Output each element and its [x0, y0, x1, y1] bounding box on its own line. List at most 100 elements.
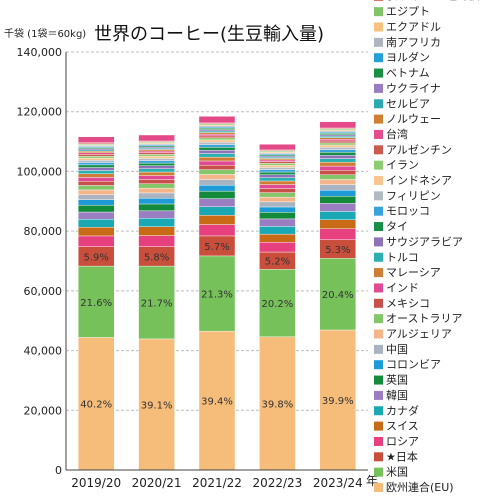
legend-swatch [374, 7, 383, 17]
legend-label: 中国 [386, 343, 408, 356]
bar-segment [198, 135, 236, 139]
legend-swatch [374, 237, 383, 247]
bar-segment [259, 192, 296, 198]
bar-segment [138, 179, 175, 184]
bar-segment [138, 165, 175, 169]
bar-segment [319, 144, 356, 148]
bar-segment [77, 227, 115, 237]
legend-swatch [374, 191, 383, 201]
y-tick-label: 80,000 [24, 225, 63, 238]
bar-segment [198, 116, 236, 124]
bar-segment [138, 168, 175, 173]
bar-segment [138, 226, 175, 236]
bar-segment [77, 136, 115, 143]
bar-segment [319, 137, 356, 140]
bar-segment [198, 128, 236, 130]
bar-segment [319, 219, 356, 229]
data-label: 5.9% [83, 252, 108, 263]
legend-swatch [374, 436, 383, 446]
legend-swatch [374, 467, 383, 477]
bar-segment [138, 187, 175, 194]
bar-segment [319, 179, 356, 185]
y-tick-label: 100,000 [17, 165, 63, 178]
data-label: 21.3% [201, 290, 233, 301]
legend-label: インド [386, 281, 419, 294]
bar-segment [198, 190, 236, 199]
bar-segment [77, 181, 115, 186]
legend-swatch [374, 390, 383, 400]
bar-segment [319, 165, 356, 171]
bar-segment [138, 152, 175, 155]
bar-segment [319, 140, 356, 144]
bar-segment [198, 129, 236, 132]
y-tick-label: 120,000 [17, 106, 63, 119]
bar-segment [319, 138, 356, 142]
bar-segment [138, 338, 175, 471]
bar-segment [319, 121, 356, 129]
data-label: 21.6% [80, 298, 112, 309]
bar-segment [138, 150, 175, 153]
legend-label: ロシア [386, 435, 419, 448]
bar-segment [77, 199, 115, 206]
bar-segment [259, 156, 296, 159]
bar-segment [259, 201, 296, 208]
legend-swatch [374, 452, 383, 462]
bar-segment [138, 183, 175, 189]
bar-segment [77, 149, 115, 152]
bar-segment [259, 171, 296, 175]
bar-segment [138, 175, 175, 180]
legend-label: 韓国 [386, 389, 408, 402]
bar-segment [77, 164, 115, 168]
bar-segment [138, 154, 175, 157]
bar-segment [198, 137, 236, 141]
legend-swatch [374, 344, 383, 354]
bar-segment [259, 233, 296, 243]
bar-segment [138, 198, 175, 205]
data-label: 39.1% [141, 400, 173, 411]
legend-swatch [374, 53, 383, 63]
legend-label: 英国 [386, 373, 408, 387]
bar-segment [77, 185, 115, 191]
legend-label: 欧州連合(EU) [386, 480, 454, 494]
legend-label: インドネシア [386, 174, 452, 187]
legend-swatch [374, 314, 383, 324]
bar-segment [77, 194, 115, 200]
bar-segment [198, 160, 236, 166]
legend-label: ベトナム [386, 67, 430, 80]
bar-segment [77, 218, 115, 228]
bar-segment [138, 235, 175, 247]
bar-segment [198, 164, 236, 170]
bar-segment [259, 144, 296, 151]
bar-segment [259, 159, 296, 162]
bar-segment [198, 130, 236, 133]
bar-segment [198, 206, 236, 216]
bar-segment [77, 235, 115, 247]
bar-segment [259, 188, 296, 193]
bar-segment [77, 162, 115, 166]
legend-swatch [374, 252, 383, 262]
legend-swatch [374, 222, 383, 232]
bar-segment [259, 180, 296, 185]
bar-segment [77, 337, 115, 471]
bar-segment [77, 265, 115, 338]
bar-segment [198, 156, 236, 162]
y-tick-label: 60,000 [24, 285, 63, 298]
y-tick-label: 20,000 [24, 404, 63, 417]
data-label: 21.7% [141, 299, 173, 310]
bar-segment [198, 132, 236, 135]
bar-segment [319, 152, 356, 156]
bar-segment [198, 215, 236, 225]
bar-segment [259, 174, 296, 178]
legend-swatch [374, 160, 383, 170]
data-label: 20.4% [322, 290, 354, 301]
x-tick-label: 2021/22 [192, 476, 242, 490]
bar-segment [319, 203, 356, 212]
legend-swatch [374, 206, 383, 216]
bar-segment [198, 198, 236, 207]
legend-label: 南アフリカ [386, 36, 441, 49]
bar-segment [319, 133, 356, 135]
legend-label: ★日本 [386, 449, 418, 463]
bar-segment [198, 150, 236, 154]
legend-label: フィリピン [386, 189, 441, 202]
data-label: 5.7% [204, 242, 229, 253]
